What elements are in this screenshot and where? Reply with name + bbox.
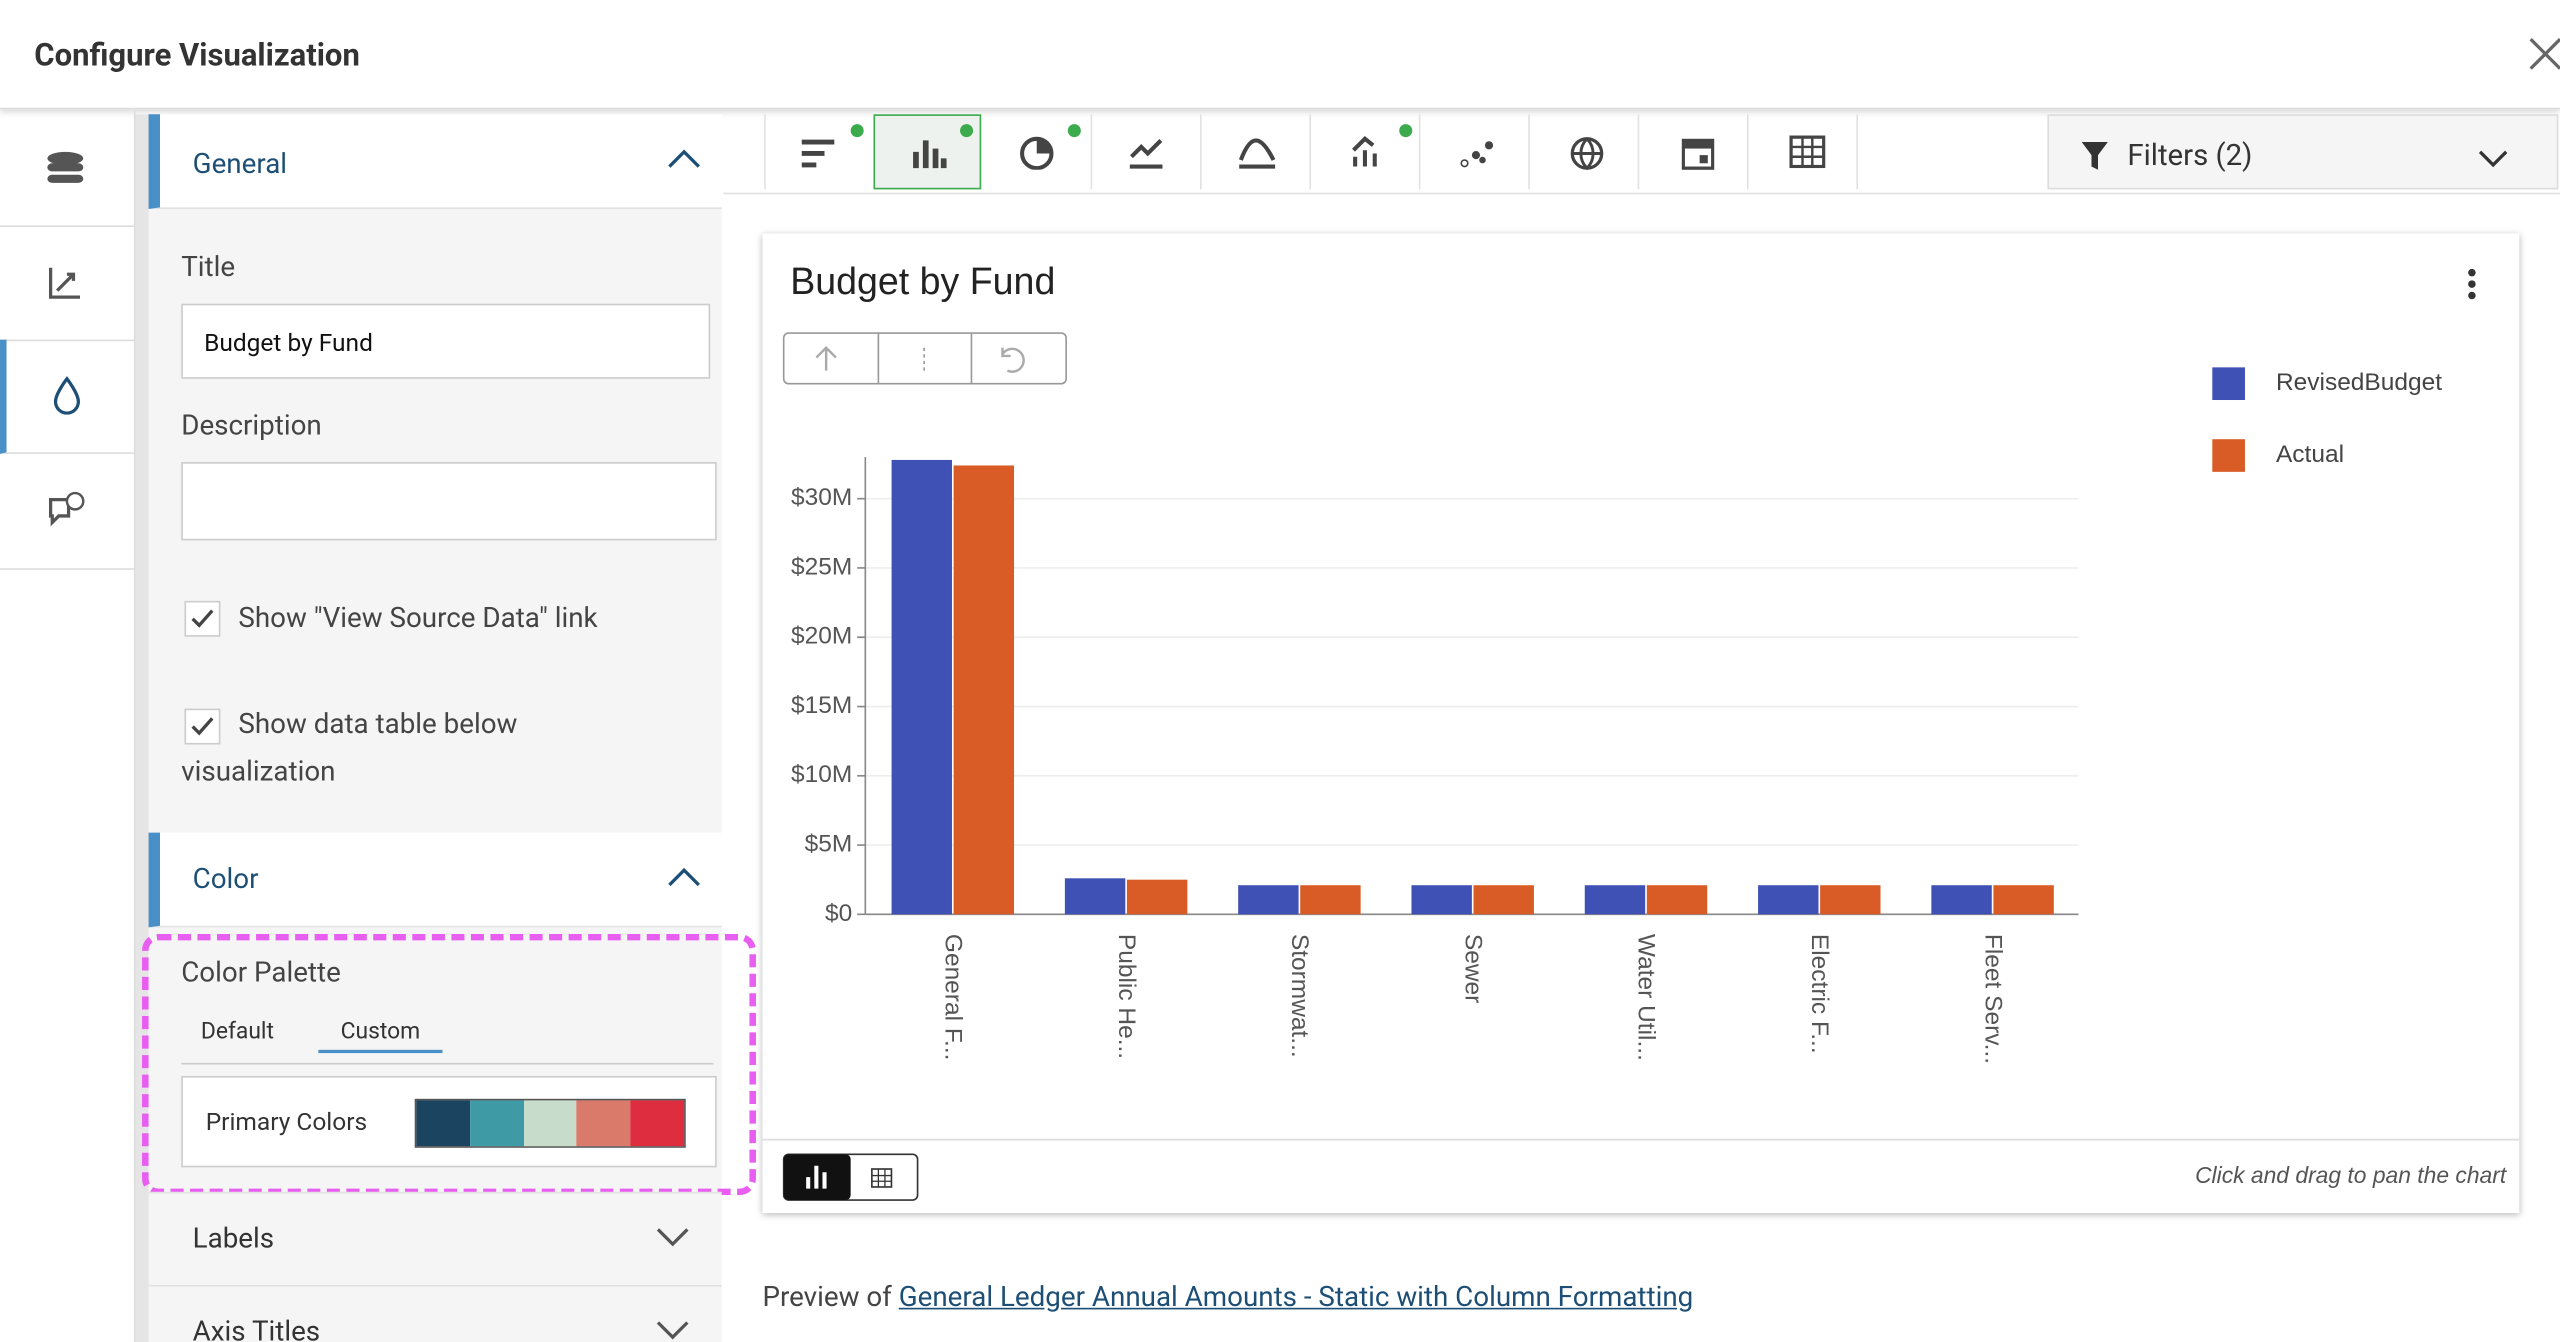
chart-title: Budget by Fund (790, 260, 1055, 302)
chart-card: Budget by Fund Click and drag to pan the… (762, 233, 2520, 1214)
filters-label: Filters (2) (2127, 138, 2253, 174)
tab-style[interactable] (0, 339, 134, 454)
type-curve[interactable] (1202, 114, 1312, 190)
bar (1584, 885, 1646, 915)
color-section[interactable]: Color (148, 832, 722, 928)
legend-swatch (2212, 367, 2245, 401)
x-tick-label: Stormwat... (1286, 934, 1313, 1058)
labels-section[interactable]: Labels (148, 1191, 722, 1285)
field-label: Color Palette (181, 956, 341, 990)
y-tick-label: $5M (805, 831, 853, 858)
section-heading: Axis Titles (192, 1315, 321, 1342)
bar (1993, 885, 2054, 915)
toolbar (723, 111, 2560, 195)
view-toggle[interactable] (782, 1153, 919, 1201)
y-tick-label: $10M (791, 761, 852, 788)
source-link[interactable]: General Ledger Annual Amounts - Static w… (898, 1281, 1694, 1315)
field-label: Description (181, 409, 322, 443)
type-column[interactable] (873, 114, 982, 190)
checkbox-label: Show data table below visualization (181, 708, 518, 789)
type-calendar[interactable] (1639, 114, 1749, 190)
type-table[interactable] (1749, 114, 1859, 190)
section-heading: Labels (192, 1222, 275, 1256)
x-tick-label: Sewer (1459, 934, 1486, 1003)
bar (1820, 885, 1881, 915)
description-input[interactable] (181, 462, 717, 541)
tab[interactable]: Default (200, 1018, 274, 1045)
bar (1931, 885, 1992, 915)
close[interactable] (2527, 36, 2560, 72)
section-heading: Color (192, 863, 259, 897)
axis-titles-section[interactable]: Axis Titles (148, 1284, 722, 1342)
field-label: Title (181, 251, 236, 285)
checkbox[interactable] (184, 600, 221, 637)
swatches[interactable] (414, 1098, 686, 1148)
chart-note: Click and drag to pan the chart (2195, 1162, 2508, 1188)
preview-prefix: Preview of (762, 1281, 892, 1315)
chart: Budget by Fund Click and drag to pan the… (762, 260, 2520, 1201)
section-heading: General (192, 148, 288, 182)
filters[interactable]: Filters (2) (2047, 114, 2559, 190)
field-label: Primary Colors (205, 1106, 368, 1137)
type-barh[interactable] (764, 114, 876, 190)
type-combo[interactable] (1311, 114, 1421, 190)
y-tick-label: $0 (825, 900, 852, 927)
bar (1758, 885, 1819, 915)
y-tick-label: $20M (791, 623, 852, 650)
bar (1411, 885, 1472, 915)
checkbox-label: Show "View Source Data" link (238, 602, 598, 636)
title-input[interactable]: Budget by Fund (181, 303, 711, 379)
type-scatter[interactable] (1420, 114, 1530, 190)
x-tick-label: Electric F... (1806, 934, 1833, 1054)
header: Configure Visualization (0, 0, 2560, 110)
tab[interactable]: Custom (318, 1019, 443, 1054)
x-tick-label: Public He... (1113, 934, 1140, 1059)
x-tick-label: General F... (940, 934, 967, 1061)
bar (953, 465, 1015, 915)
primary-colors[interactable]: Primary Colors (181, 1075, 717, 1168)
divider (181, 1062, 714, 1065)
tab-data[interactable] (0, 111, 134, 227)
type-map[interactable] (1530, 114, 1640, 190)
bar (1473, 885, 1534, 915)
type-line[interactable] (1092, 114, 1202, 190)
y-tick-label: $15M (791, 692, 852, 719)
type-pie[interactable] (983, 114, 1093, 190)
bar (1238, 885, 1299, 915)
checkbox[interactable] (184, 708, 221, 745)
general-section[interactable]: General (148, 114, 722, 209)
legend-label: RevisedBudget (2276, 369, 2442, 396)
legend-swatch (2212, 439, 2245, 472)
highlight (142, 933, 756, 1196)
settings-panel: General Title Budget by Fund Description… (135, 114, 756, 1342)
header-title: Configure Visualization (34, 35, 360, 74)
tab-info[interactable] (0, 454, 134, 570)
icon-rail (0, 111, 136, 1342)
bar (1646, 885, 1708, 915)
y-tick-label: $25M (791, 553, 852, 580)
menu[interactable] (2468, 268, 2476, 300)
zoom-controls[interactable] (782, 332, 1067, 385)
x-tick-label: Fleet Serv... (1979, 934, 2006, 1064)
bar (891, 459, 952, 915)
tab-axis[interactable] (0, 225, 134, 342)
x-tick-label: Water Util... (1633, 934, 1660, 1061)
bar (1064, 878, 1126, 915)
y-tick-label: $30M (791, 484, 852, 511)
bar (1300, 885, 1361, 915)
preview: Preview of General Ledger Annual Amounts… (762, 1282, 1693, 1315)
bar (1126, 879, 1188, 915)
legend-label: Actual (2276, 441, 2344, 468)
